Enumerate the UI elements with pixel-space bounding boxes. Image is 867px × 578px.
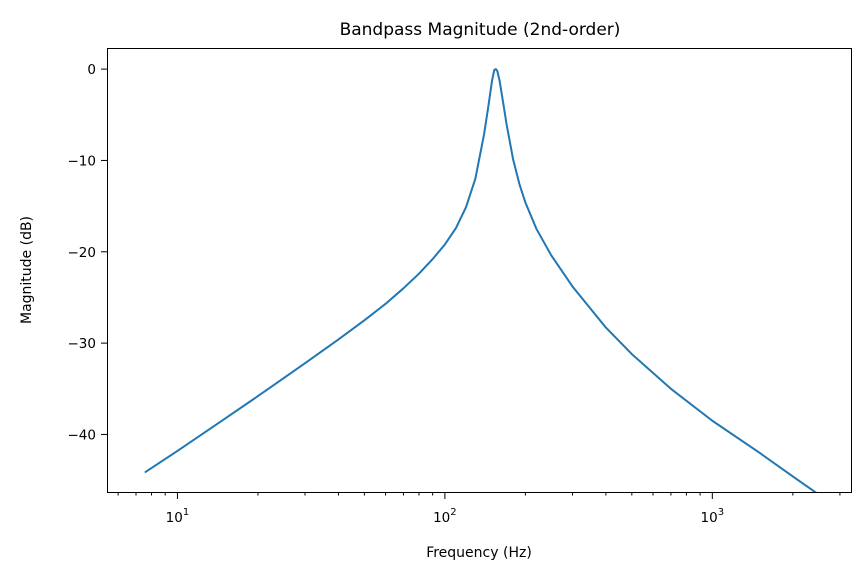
x-tick-label: 102 <box>433 507 457 526</box>
plot-frame <box>107 48 852 493</box>
y-tick-label: 0 <box>87 62 96 78</box>
plot-area <box>144 68 817 492</box>
chart-title: Bandpass Magnitude (2nd-order) <box>340 20 621 40</box>
y-axis: 0 −10 −20 −30 −40 <box>68 62 108 443</box>
x-tick-label: 101 <box>166 507 190 526</box>
y-tick-label: −40 <box>68 427 97 443</box>
y-axis-label: Magnitude (dB) <box>19 216 35 324</box>
series-line-0 <box>144 68 817 492</box>
y-tick-label: −30 <box>68 336 97 352</box>
x-axis: 101 102 103 <box>117 492 841 526</box>
x-tick-label: 103 <box>701 507 725 526</box>
y-tick-label: −20 <box>68 245 97 261</box>
y-tick-label: −10 <box>68 153 97 169</box>
x-axis-label: Frequency (Hz) <box>426 545 532 561</box>
